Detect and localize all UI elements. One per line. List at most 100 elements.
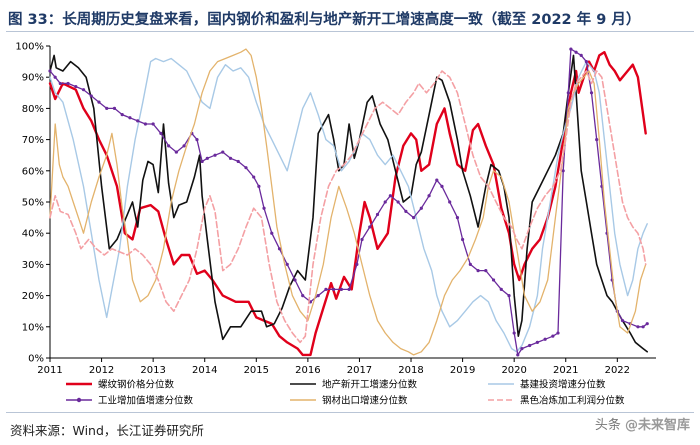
series-point — [221, 150, 225, 154]
y-tick-label: 100% — [15, 42, 44, 53]
source-note: 资料来源：Wind，长江证券研究所 — [10, 423, 204, 438]
series-point — [53, 75, 57, 79]
plot-area: 0%10%20%30%40%50%60%70%80%90%100% 2011 20… — [15, 42, 656, 376]
x-tick-label: 2012 — [89, 365, 114, 376]
x-tick-label: 2013 — [140, 365, 165, 376]
series-point — [182, 144, 186, 148]
series-point — [528, 343, 532, 348]
y-tick-label: 90% — [22, 73, 44, 84]
series-point — [595, 138, 599, 142]
series-point — [543, 337, 547, 341]
series-point — [252, 175, 256, 179]
x-tick-label: 2017 — [347, 365, 372, 376]
series-point — [448, 200, 452, 204]
series-point — [277, 247, 282, 251]
series-point — [270, 231, 274, 235]
series-point — [174, 150, 178, 154]
series-point — [316, 294, 320, 298]
x-tick-group: 2011 2012 2013 2014 2015 2016 2017 2018 2019 2020… — [37, 358, 630, 376]
series-point — [388, 194, 392, 198]
legend-label: 工业增加值增速分位数 — [98, 395, 194, 407]
series-point — [440, 184, 444, 188]
series-point — [112, 106, 117, 110]
watermark: 头条 @未来智库 — [595, 414, 690, 433]
series-point — [262, 206, 266, 210]
series-point — [105, 106, 109, 110]
series-point — [561, 169, 565, 173]
series-point — [81, 88, 86, 92]
series-point — [205, 156, 209, 160]
watermark-prefix: 头条 — [594, 418, 621, 433]
legend-label: 螺纹钢价格分位数 — [98, 379, 175, 391]
series-point — [520, 347, 524, 351]
y-tick-label: 70% — [22, 135, 44, 146]
y-tick-label: 40% — [22, 229, 44, 240]
series-point — [396, 200, 400, 204]
page-title: 图 33：长周期历史复盘来看，国内钢价和盈利与地产新开工增速高度一致（截至 20… — [8, 12, 641, 28]
series-point — [507, 294, 511, 298]
series-point — [58, 81, 62, 86]
title-divider — [6, 31, 694, 32]
series-point — [427, 194, 431, 198]
watermark-brand: @未来智库 — [624, 418, 690, 433]
series-point — [89, 94, 93, 98]
series-point — [128, 116, 132, 120]
series-point — [455, 216, 460, 220]
series-line-5 — [49, 48, 647, 356]
x-tick-label: 2022 — [605, 365, 630, 376]
series-point — [244, 166, 248, 170]
x-tick-label: 2021 — [553, 365, 578, 376]
series-point — [584, 60, 588, 64]
series-point — [419, 206, 423, 210]
y-tick-label: 10% — [22, 322, 44, 333]
series-point — [484, 269, 488, 273]
series-point — [368, 225, 372, 229]
legend-label: 地产新开工增速分位数 — [322, 379, 418, 391]
x-tick-label: 2015 — [244, 365, 269, 376]
series-point — [375, 212, 380, 217]
series-group — [48, 47, 649, 357]
legend-label: 钢材出口增速分位数 — [322, 395, 408, 407]
y-tick-label: 60% — [22, 166, 44, 177]
series-point — [66, 81, 70, 86]
series-point — [355, 262, 359, 266]
series-line-2 — [49, 54, 648, 353]
series-point — [589, 91, 594, 95]
x-tick-label: 2018 — [398, 365, 423, 376]
legend-marker — [76, 397, 82, 403]
y-tick-label: 80% — [22, 104, 44, 115]
chart: 0%10%20%30%40%50%60%70%80%90%100% 2011 20… — [15, 42, 656, 407]
x-tick-label: 2016 — [295, 365, 320, 376]
x-tick-label: 2011 — [37, 365, 62, 376]
series-point — [200, 159, 204, 164]
series-point — [574, 50, 578, 54]
series-point — [383, 200, 387, 204]
series-point — [412, 216, 416, 220]
series-point — [499, 287, 503, 291]
series-point — [512, 331, 516, 335]
series-point — [491, 278, 496, 282]
x-tick-label: 2014 — [192, 365, 217, 376]
series-point — [285, 262, 289, 266]
y-tick-label: 20% — [22, 291, 44, 302]
series-point — [645, 322, 649, 326]
series-point — [120, 113, 124, 117]
series-point — [324, 287, 328, 291]
series-point — [151, 122, 155, 126]
series-point — [347, 287, 351, 291]
series-point — [535, 340, 539, 344]
series-point — [516, 353, 520, 357]
series-point — [641, 325, 645, 329]
series-point — [136, 119, 140, 123]
series-point — [556, 331, 560, 335]
series-point — [293, 278, 297, 282]
series-line-1 — [48, 51, 647, 357]
legend-label: 基建投资增速分位数 — [520, 379, 606, 391]
series-point — [143, 122, 148, 126]
series-point — [74, 84, 78, 89]
x-tick-label: 2020 — [501, 365, 526, 376]
series-point — [228, 156, 233, 160]
y-tick-label: 0% — [28, 354, 44, 365]
series-point — [404, 209, 408, 213]
